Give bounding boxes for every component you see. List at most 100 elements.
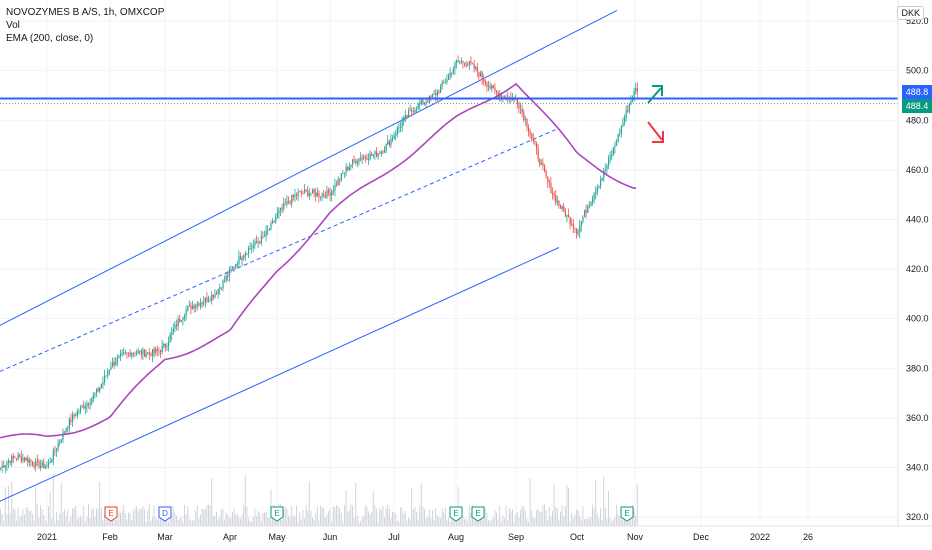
candle-body xyxy=(198,303,200,306)
candle-body xyxy=(353,159,355,161)
event-badge[interactable]: E xyxy=(270,506,284,522)
x-tick-label: 26 xyxy=(803,532,813,542)
volume-bar xyxy=(635,515,637,526)
volume-bar xyxy=(115,518,117,526)
candle-body xyxy=(147,352,149,355)
candle-body xyxy=(441,82,443,87)
candle-body xyxy=(54,450,56,452)
candle-body xyxy=(150,353,152,357)
volume-bar xyxy=(164,519,166,526)
volume-bar xyxy=(428,509,430,526)
currency-badge[interactable]: DKK xyxy=(897,6,924,20)
candle-body xyxy=(520,108,522,110)
volume-bar xyxy=(579,515,581,526)
channel-lower-line xyxy=(0,247,560,502)
volume-bar xyxy=(590,516,592,526)
candle-body xyxy=(41,462,43,466)
candle-body xyxy=(60,439,62,442)
candle-body xyxy=(169,334,171,342)
volume-bar xyxy=(468,506,470,526)
volume-bar xyxy=(390,518,392,526)
candle-body xyxy=(542,162,544,167)
candle-body xyxy=(352,159,354,165)
up-arrow-head xyxy=(652,85,663,96)
volume-bar xyxy=(356,515,358,526)
volume-bar xyxy=(600,508,601,526)
volume-bar xyxy=(300,519,302,526)
volume-bar xyxy=(48,506,49,526)
candle-body xyxy=(48,462,50,466)
volume-bar xyxy=(219,516,221,526)
event-badge[interactable]: E xyxy=(471,506,485,522)
event-badge[interactable]: E xyxy=(620,506,634,522)
candle-body xyxy=(620,125,622,134)
candle-body xyxy=(281,207,283,209)
candle-body xyxy=(345,167,347,173)
volume-label[interactable]: Vol xyxy=(6,20,20,31)
candle-body xyxy=(393,135,395,139)
candle-body xyxy=(174,324,176,329)
candle-body xyxy=(356,161,358,164)
event-badge[interactable]: E xyxy=(449,506,463,522)
volume-bar xyxy=(604,506,606,526)
candle-body xyxy=(227,275,229,277)
candle-body xyxy=(558,201,560,206)
volume-bar xyxy=(352,505,353,526)
candle-body xyxy=(355,160,357,164)
candle-body xyxy=(470,61,472,64)
volume-bar xyxy=(430,517,432,526)
volume-bar xyxy=(420,483,422,526)
candle-body xyxy=(184,315,186,318)
volume-bar xyxy=(612,519,614,526)
candle-body xyxy=(249,248,251,250)
volume-bar xyxy=(572,518,574,526)
volume-bar xyxy=(539,511,541,526)
volume-bar xyxy=(174,512,176,526)
candle-body xyxy=(102,382,104,385)
volume-bar xyxy=(24,514,25,526)
candle-body xyxy=(256,241,258,243)
volume-bar xyxy=(342,521,344,526)
volume-bar xyxy=(257,510,259,526)
candle-body xyxy=(430,95,432,97)
candle-body xyxy=(24,458,26,461)
candle-body xyxy=(396,127,398,134)
candle-body xyxy=(156,349,158,351)
candle-body xyxy=(628,104,630,112)
candle-body xyxy=(372,154,374,156)
volume-bar xyxy=(113,520,115,526)
candle-body xyxy=(584,210,586,218)
volume-bar xyxy=(132,510,134,526)
candle-body xyxy=(587,207,589,213)
candle-body xyxy=(448,75,450,80)
candle-body xyxy=(180,319,182,322)
candle-body xyxy=(208,300,210,302)
candle-body xyxy=(120,353,122,356)
volume-bar xyxy=(236,514,238,526)
chart-legend: NOVOZYMES B A/S, 1h, OMXCOP Vol EMA (200… xyxy=(6,6,164,45)
volume-bar xyxy=(588,518,590,526)
x-tick-label: Aug xyxy=(448,532,464,542)
volume-bar xyxy=(148,504,150,526)
volume-bar xyxy=(190,520,192,526)
symbol-title[interactable]: NOVOZYMES B A/S, 1h, OMXCOP xyxy=(6,7,165,18)
candle-body xyxy=(264,235,266,237)
volume-bars xyxy=(0,474,638,526)
candle-body xyxy=(547,176,549,182)
event-badge[interactable]: E xyxy=(104,506,118,522)
volume-bar xyxy=(216,511,217,526)
candle-body xyxy=(57,443,59,450)
event-badge-label: E xyxy=(108,509,113,518)
x-tick-label: 2021 xyxy=(37,532,57,542)
event-badge-shape xyxy=(270,506,284,522)
volume-bar xyxy=(372,491,374,526)
event-badge[interactable]: D xyxy=(158,506,172,522)
candle-body xyxy=(80,406,82,411)
candle-body xyxy=(582,217,584,222)
event-badge-label: E xyxy=(624,509,629,518)
volume-bar xyxy=(313,519,315,526)
ema-label[interactable]: EMA (200, close, 0) xyxy=(6,33,94,44)
volume-bar xyxy=(388,508,390,526)
